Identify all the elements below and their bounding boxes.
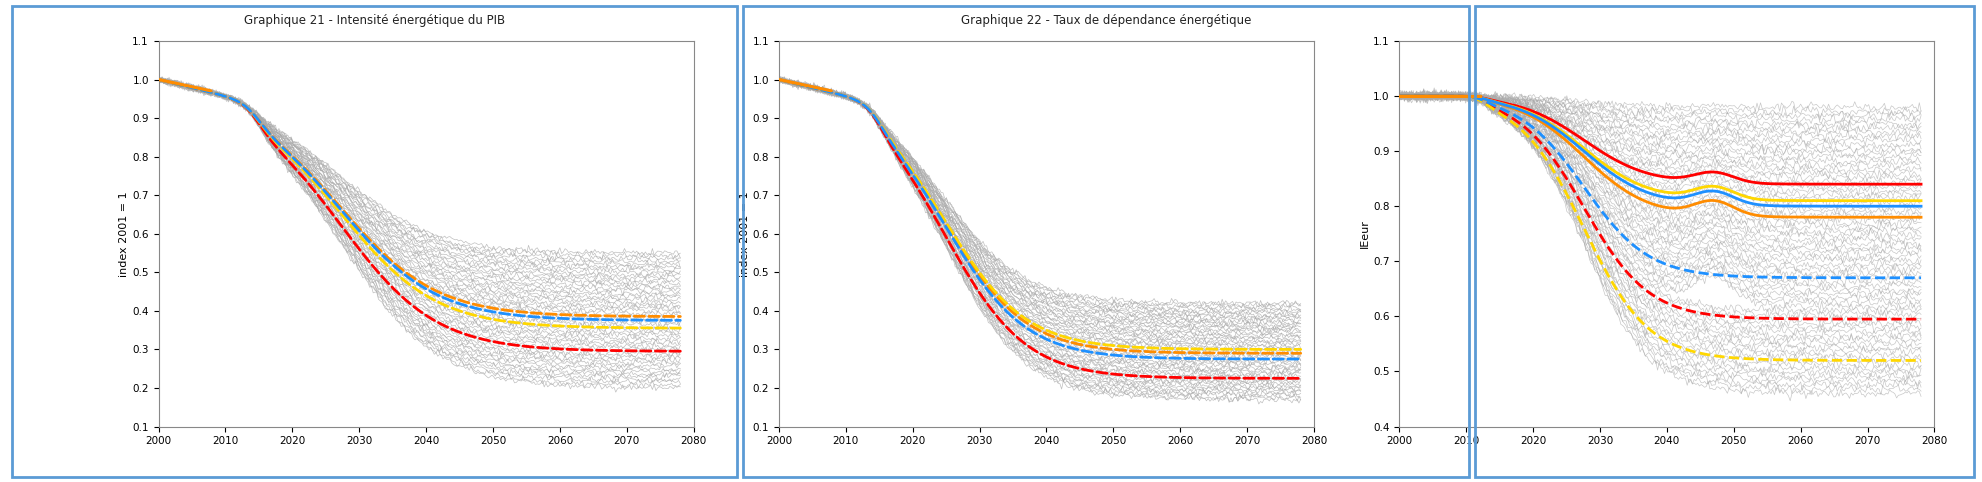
Y-axis label: index 2001 = 1: index 2001 = 1 <box>119 191 129 277</box>
Text: Graphique 22 ‐ Taux de dépendance énergétique: Graphique 22 ‐ Taux de dépendance énergé… <box>961 14 1251 27</box>
Y-axis label: index 2001 = 1: index 2001 = 1 <box>739 191 749 277</box>
Y-axis label: IEeur: IEeur <box>1360 219 1370 248</box>
Text: Graphique 21 ‐ Intensité énergétique du PIB: Graphique 21 ‐ Intensité énergétique du … <box>244 14 505 27</box>
